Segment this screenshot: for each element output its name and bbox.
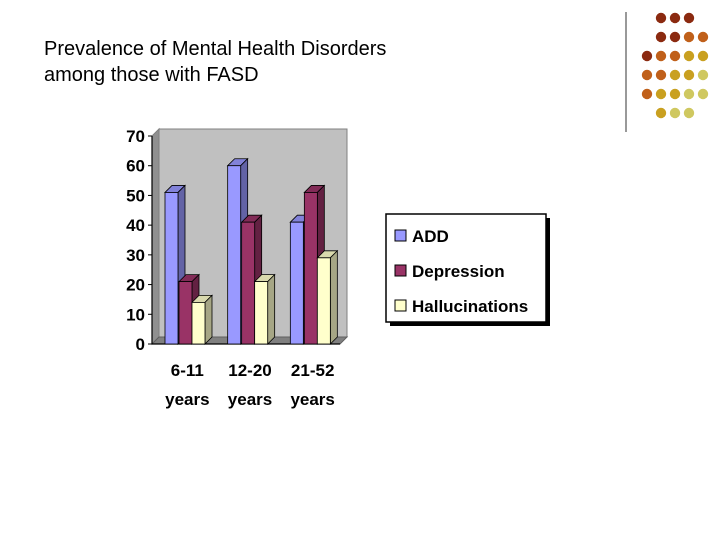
decorative-dot [641,50,653,62]
bar-front-face [303,192,318,345]
legend-label: Hallucinations [412,297,528,316]
x-category-label: 21-52 [291,361,334,380]
legend-label: ADD [412,227,449,246]
decorative-dot [683,69,695,81]
legend-swatch [394,264,407,277]
y-tick-label: 10 [126,305,145,324]
decorative-dot [683,31,695,43]
y-tick-label: 70 [126,127,145,146]
bar-front-face [316,257,331,345]
x-category-label: years [165,390,209,409]
x-category-label: years [290,390,334,409]
bar-side-face [267,273,276,345]
decorative-dot [641,88,653,100]
decorative-dot [697,69,709,81]
decorative-dot-grid [625,12,709,132]
y-tick-label: 50 [126,186,145,205]
y-tick-label: 20 [126,276,145,295]
y-tick-label: 40 [126,216,145,235]
decorative-dot [669,88,681,100]
plot-side-wall [151,127,160,346]
decorative-dot [697,88,709,100]
legend-swatch [394,229,407,242]
legend-swatch [394,299,407,312]
decorative-dot [697,31,709,43]
decorative-dot [683,50,695,62]
slide-title-line-1: Prevalence of Mental Health Disorders [44,38,387,60]
chart-legend: ADD Depression Hallucinations [385,213,550,326]
decorative-dot [683,88,695,100]
bar-front-face [178,281,193,345]
decorative-dot [669,12,681,24]
legend-label: Depression [412,262,505,281]
decorative-dot [641,69,653,81]
decorative-dot [655,12,667,24]
decorative-dot [683,107,695,119]
bar-hallucinations-2 [253,273,276,345]
bar-side-face [204,294,213,345]
x-category-label: years [228,390,272,409]
decorative-dot [655,31,667,43]
x-category-label: 12-20 [228,361,271,380]
x-category-label: 6-11 [171,361,204,380]
decorative-dot [669,31,681,43]
decorative-dot [697,50,709,62]
decorative-dot [655,107,667,119]
decorative-dot [683,12,695,24]
decorative-dot [669,107,681,119]
y-tick-label: 60 [126,157,145,176]
bar-front-face [164,192,179,345]
bar-hallucinations-1 [191,294,213,345]
y-tick-label: 30 [126,246,145,265]
bar-front-face [191,301,206,345]
decorative-dot [655,88,667,100]
decorative-dot [655,69,667,81]
slide-title: Prevalence of Mental Health Disorders am… [44,36,514,88]
slide-title-line-2: among those with FASD [44,64,259,86]
bar-front-face [254,281,269,345]
bar-front-face [241,221,256,345]
legend-box [385,213,547,323]
decorative-dot [655,50,667,62]
y-tick-label: 0 [136,335,145,354]
bar-hallucinations-3 [316,249,339,345]
decorative-dot [669,69,681,81]
bar-front-face [227,165,242,345]
bar-front-face [289,221,304,345]
decorative-dot [669,50,681,62]
bar-side-face [329,249,338,345]
